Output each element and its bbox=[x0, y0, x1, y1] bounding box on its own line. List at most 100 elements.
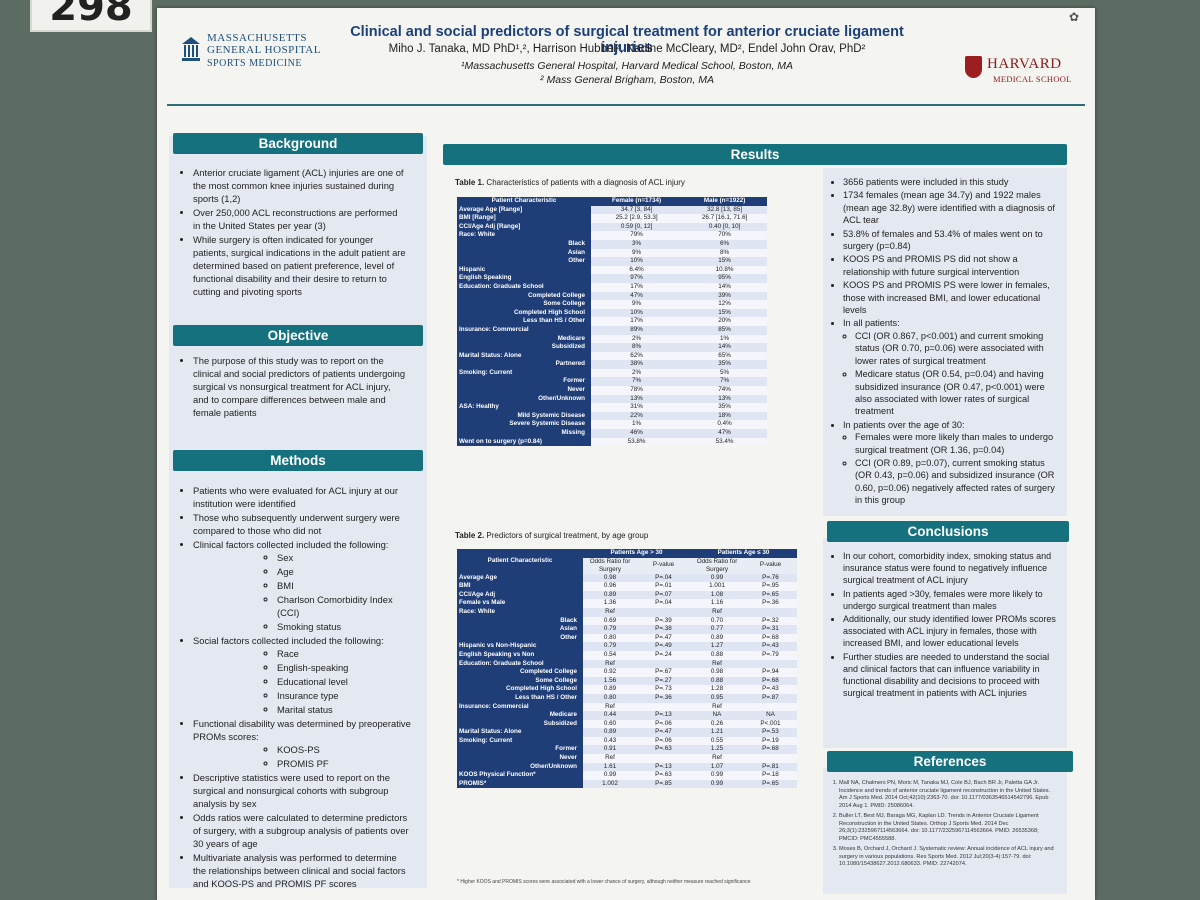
table2-row-label: Female vs Male bbox=[457, 599, 583, 608]
table2-cell: P=.19 bbox=[744, 736, 797, 746]
table1-row: Medicare 2% 1% bbox=[457, 334, 767, 344]
table1-row: Partnered 38% 35% bbox=[457, 360, 767, 369]
table2-row-label: Average Age bbox=[457, 573, 583, 583]
table1-row: Missing 46% 47% bbox=[457, 429, 767, 438]
table1-cell: 32.8 [13, 85] bbox=[682, 205, 767, 215]
sports-medicine-logo-text: SPORTS MEDICINE bbox=[207, 58, 302, 69]
table2-surgical-predictors: Patient Characteristic Patients Age > 30… bbox=[457, 549, 797, 789]
table1-cell: 14% bbox=[682, 282, 767, 292]
reference-item: Buller LT, Best MJ, Baraga MG, Kaplan LD… bbox=[839, 813, 1059, 843]
table2-row-label: Other bbox=[457, 633, 583, 643]
finding-item: 53.8% of females and 53.4% of males went… bbox=[843, 228, 1063, 253]
table1-row-label: Never bbox=[457, 386, 591, 395]
all-patients-label: In all patients: bbox=[843, 318, 900, 329]
table2-or-header: Odds Ratio for Surgery bbox=[690, 557, 744, 574]
methods-proms-label: Functional disability was determined by … bbox=[193, 718, 411, 742]
methods-section: Patients who were evaluated for ACL inju… bbox=[175, 484, 411, 891]
table2-cell: 0.99 bbox=[690, 573, 744, 583]
over30-label: In patients over the age of 30: bbox=[843, 419, 965, 430]
results-heading: Results bbox=[443, 144, 1067, 165]
table1-cell: 10% bbox=[591, 308, 683, 318]
table1-cell: 7% bbox=[682, 377, 767, 387]
table2-cell: Ref bbox=[690, 702, 744, 712]
table2-cell: P=.07 bbox=[637, 590, 690, 600]
social-factors-list: RaceEnglish-speakingEducational levelIns… bbox=[193, 647, 411, 716]
table1-row-label: Asian bbox=[457, 248, 591, 258]
table1-row-label: Black bbox=[457, 239, 591, 249]
table2-cell: P=.13 bbox=[637, 711, 690, 720]
proms-item: KOOS-PS bbox=[277, 743, 411, 756]
table1-row: Other/Unknown 13% 13% bbox=[457, 394, 767, 404]
table1-patient-characteristics: Patient Characteristic Female (n=1734) M… bbox=[457, 197, 767, 447]
table2-row: Education: Graduate School Ref Ref bbox=[457, 659, 797, 669]
methods-item: Social factors collected included the fo… bbox=[193, 634, 411, 716]
table2-row-label: Former bbox=[457, 745, 583, 755]
table2-row: BMI 0.96 P=.01 1.001 P=.95 bbox=[457, 582, 797, 591]
table1-cell: 89% bbox=[591, 325, 683, 335]
table2-cell: 1.61 bbox=[583, 762, 637, 772]
table1-cell: 0.59 [0, 12] bbox=[591, 222, 683, 232]
table2-cell: P=.85 bbox=[637, 779, 690, 789]
table2-cell: 0.88 bbox=[690, 650, 744, 660]
table2-cell: P=.73 bbox=[637, 685, 690, 694]
table1-cell: 8% bbox=[591, 343, 683, 352]
table2-cell: 1.001 bbox=[690, 582, 744, 591]
table1-row: Other 10% 15% bbox=[457, 257, 767, 266]
table1-cell: 35% bbox=[682, 360, 767, 369]
table2-cell: 0.69 bbox=[583, 616, 637, 626]
table2-cell: P=.68 bbox=[744, 633, 797, 643]
table2-cell bbox=[637, 659, 690, 669]
table2-cell: P=.32 bbox=[744, 616, 797, 626]
table2-cell: 0.77 bbox=[690, 625, 744, 634]
table2-cell: P=.94 bbox=[744, 668, 797, 677]
research-poster: MASSACHUSETTS GENERAL HOSPITAL SPORTS ME… bbox=[157, 8, 1095, 900]
table2-header: Patient Characteristic bbox=[457, 549, 583, 574]
table1-cell: 2% bbox=[591, 368, 683, 378]
table2-cell: Ref bbox=[690, 754, 744, 763]
table2-cell: P=.38 bbox=[637, 625, 690, 634]
table1-header: Male (n=1922) bbox=[682, 197, 767, 206]
background-heading: Background bbox=[173, 133, 423, 154]
table2-row-label: Education: Graduate School bbox=[457, 659, 583, 669]
conclusion-item: Additionally, our study identified lower… bbox=[843, 613, 1063, 650]
table2-caption: Table 2. Predictors of surgical treatmen… bbox=[455, 531, 648, 540]
table2-cell: P=.36 bbox=[744, 599, 797, 608]
table1-cell: 10.8% bbox=[682, 265, 767, 275]
affiliation-2: ² Mass General Brigham, Boston, MA bbox=[540, 74, 714, 86]
table1-cell: 78% bbox=[591, 386, 683, 395]
table2-row-label: English Speaking vs Non bbox=[457, 650, 583, 660]
table2-cell: 0.98 bbox=[690, 668, 744, 677]
over30-item: Females were more likely than males to u… bbox=[855, 431, 1063, 456]
clinical-factor-item: BMI bbox=[277, 579, 411, 592]
table2-cell: P=.43 bbox=[744, 685, 797, 694]
table2-row-label: Subsidized bbox=[457, 719, 583, 729]
references-panel bbox=[823, 768, 1067, 894]
background-item: While surgery is often indicated for you… bbox=[193, 233, 407, 298]
table1-cell: 31% bbox=[591, 403, 683, 412]
table2-cell: P=.63 bbox=[637, 745, 690, 755]
table2-cell: Ref bbox=[583, 607, 637, 617]
table1-row: Black 3% 6% bbox=[457, 239, 767, 249]
findings-list: 3656 patients were included in this stud… bbox=[825, 176, 1063, 507]
table1-cell: 62% bbox=[591, 351, 683, 361]
table2-row: Other/Unknown 1.61 P=.13 1.07 P=.81 bbox=[457, 762, 797, 772]
table1-cell: 8% bbox=[682, 248, 767, 258]
table2-row-label: Race: White bbox=[457, 607, 583, 617]
table1-cell: 74% bbox=[682, 386, 767, 395]
table2-cell: P=.47 bbox=[637, 728, 690, 737]
table1-cell: 47% bbox=[591, 291, 683, 301]
methods-clinical-label: Clinical factors collected included the … bbox=[193, 539, 389, 550]
table1-cell: 15% bbox=[682, 257, 767, 266]
table2-cell: Ref bbox=[583, 659, 637, 669]
table2-row-label: PROMIS* bbox=[457, 779, 583, 789]
table1-row: Went on to surgery (p=0.84) 53.8% 53.4% bbox=[457, 437, 767, 447]
table1-row-label: Subsidized bbox=[457, 343, 591, 352]
table2-row-label: Marital Status: Alone bbox=[457, 728, 583, 737]
table2-group-header: Patients Age ≤ 30 bbox=[690, 549, 797, 558]
table2-or-header: Odds Ratio for Surgery bbox=[583, 557, 637, 574]
table1-cell: 13% bbox=[682, 394, 767, 404]
table2-row: Subsidized 0.60 P=.06 0.26 P<.001 bbox=[457, 719, 797, 729]
table1-cell: 53.8% bbox=[591, 437, 683, 447]
table2-cell: 1.002 bbox=[583, 779, 637, 789]
